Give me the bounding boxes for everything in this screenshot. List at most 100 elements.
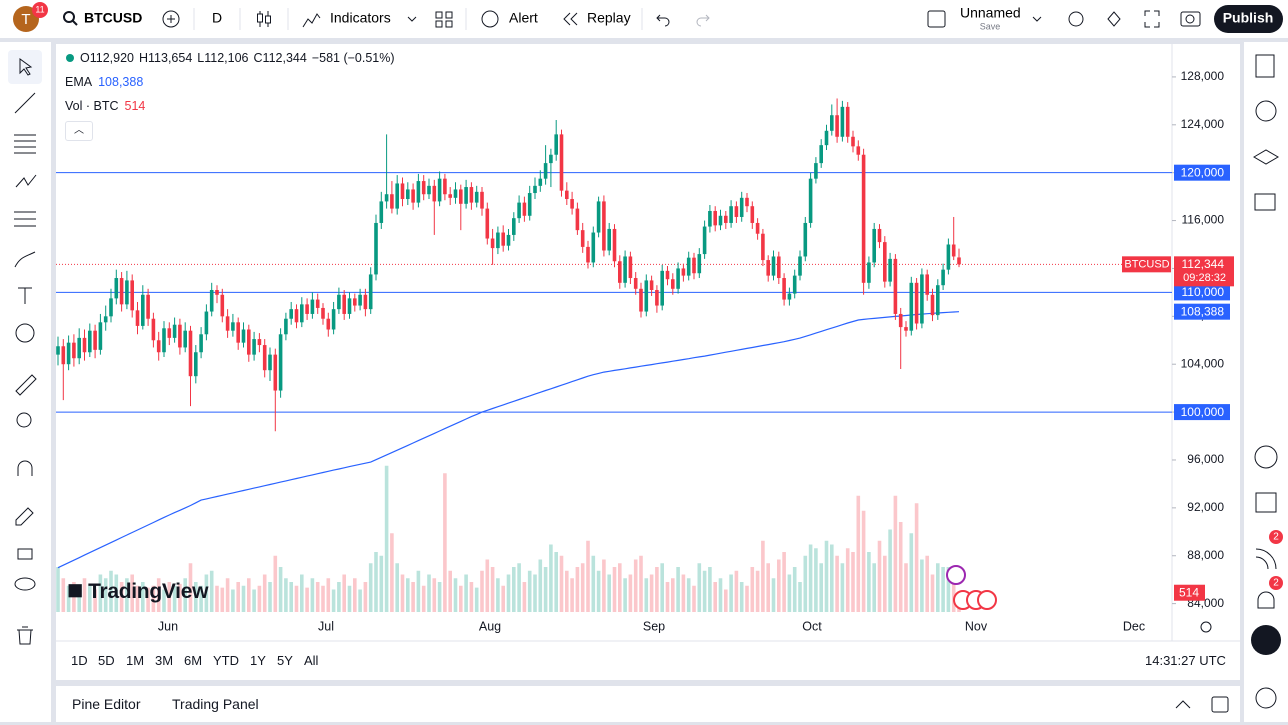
news[interactable] bbox=[1255, 548, 1277, 570]
magnet-tool[interactable] bbox=[17, 460, 33, 476]
visibility-tool[interactable] bbox=[14, 577, 36, 591]
range-button[interactable]: 1D bbox=[71, 653, 88, 668]
candle-body bbox=[803, 222, 808, 257]
range-button[interactable]: 1Y bbox=[250, 653, 266, 668]
chevron[interactable] bbox=[407, 16, 417, 22]
ohlc-legend: O112,920 H113,654 L112,106 C112,344 −581 (−0… bbox=[66, 51, 395, 65]
symbol[interactable]: BTCUSD bbox=[84, 10, 142, 26]
alerts[interactable] bbox=[1255, 100, 1277, 122]
indicators-icon[interactable] bbox=[302, 13, 321, 28]
volume-bar bbox=[745, 585, 749, 612]
pattern-tool[interactable] bbox=[15, 170, 37, 188]
indicators[interactable]: Indicators bbox=[330, 10, 391, 26]
snapshot[interactable] bbox=[1180, 11, 1201, 27]
layout-icon[interactable] bbox=[927, 10, 946, 28]
redo[interactable] bbox=[696, 14, 710, 27]
candle-body bbox=[151, 318, 156, 341]
range-button[interactable]: All bbox=[304, 653, 319, 668]
replay[interactable]: Replay bbox=[587, 10, 631, 26]
candle-body bbox=[676, 268, 680, 289]
undo[interactable] bbox=[656, 14, 670, 27]
candle-body bbox=[830, 115, 834, 131]
candle-body bbox=[946, 244, 951, 270]
candle-body bbox=[655, 289, 659, 306]
chats[interactable] bbox=[1254, 193, 1276, 211]
publish-button[interactable] bbox=[1214, 5, 1283, 33]
candle-body bbox=[268, 354, 272, 371]
quick-search[interactable] bbox=[1068, 11, 1084, 27]
text-tool[interactable] bbox=[18, 287, 32, 304]
candle-body bbox=[156, 340, 161, 353]
settings[interactable] bbox=[1107, 11, 1121, 27]
layouts-icon[interactable] bbox=[435, 11, 453, 28]
volume-bar bbox=[686, 578, 691, 612]
save[interactable]: Save bbox=[980, 21, 1001, 31]
candle-body bbox=[88, 330, 92, 353]
candle-body bbox=[538, 178, 543, 186]
candle-body bbox=[512, 218, 516, 235]
range-button[interactable]: 3M bbox=[155, 653, 174, 668]
panel-tab[interactable]: Trading Panel bbox=[172, 696, 259, 712]
candle-body bbox=[920, 274, 924, 324]
volume-bar bbox=[777, 559, 781, 612]
range-button[interactable]: 5D bbox=[98, 653, 115, 668]
search-icon[interactable] bbox=[63, 11, 75, 23]
range-button[interactable]: 1M bbox=[126, 653, 145, 668]
trend-line-tool[interactable] bbox=[14, 92, 36, 114]
fullscreen[interactable] bbox=[1144, 10, 1160, 28]
maximize-panel[interactable] bbox=[1211, 696, 1229, 713]
chevron[interactable] bbox=[1032, 16, 1042, 22]
help[interactable] bbox=[1255, 687, 1277, 709]
zoom-tool[interactable] bbox=[16, 412, 32, 428]
volume-bar bbox=[713, 582, 717, 612]
replay-icon[interactable] bbox=[563, 12, 578, 26]
badge-count: 11 bbox=[35, 4, 44, 14]
panel-tab[interactable]: Pine Editor bbox=[72, 696, 141, 712]
add-symbol[interactable] bbox=[162, 10, 180, 28]
volume-bar bbox=[209, 570, 214, 612]
lock-tool[interactable] bbox=[17, 548, 33, 560]
interval[interactable]: D bbox=[212, 10, 222, 26]
badge-count: 2 bbox=[1273, 532, 1279, 543]
alert[interactable]: Alert bbox=[509, 10, 538, 26]
apps[interactable] bbox=[1251, 625, 1281, 655]
logo: ⯀ TradingView bbox=[68, 580, 208, 604]
screener[interactable] bbox=[1254, 445, 1278, 469]
draw-mode-tool[interactable] bbox=[15, 507, 34, 526]
cursor-tool[interactable] bbox=[19, 58, 33, 76]
watchlist[interactable] bbox=[1255, 54, 1275, 78]
volume-bar bbox=[808, 544, 813, 612]
candle-body bbox=[310, 299, 315, 314]
volume-bar bbox=[575, 567, 580, 612]
range-button[interactable]: 6M bbox=[184, 653, 203, 668]
icon-tool[interactable] bbox=[15, 323, 35, 343]
volume-bar bbox=[300, 574, 304, 612]
collapse-legend[interactable]: ︿ bbox=[65, 121, 93, 141]
volume-bar bbox=[527, 570, 532, 612]
notifications[interactable] bbox=[1257, 591, 1275, 609]
data-window[interactable] bbox=[1253, 149, 1279, 165]
range-button[interactable]: YTD bbox=[213, 653, 239, 668]
x-tick-label: Jun bbox=[158, 619, 178, 633]
ruler-tool[interactable] bbox=[15, 374, 37, 396]
alert-icon[interactable] bbox=[481, 10, 499, 28]
ohlc-label: O bbox=[80, 51, 90, 65]
expand-panel[interactable] bbox=[1175, 700, 1191, 709]
delete-tool[interactable] bbox=[17, 626, 33, 645]
fib-tool[interactable] bbox=[14, 134, 36, 154]
last-price-bg bbox=[1174, 256, 1234, 287]
prediction-tool[interactable] bbox=[14, 211, 36, 227]
x-tick-label: Dec bbox=[1123, 619, 1145, 633]
calendar[interactable] bbox=[1255, 492, 1277, 513]
publish[interactable]: Publish bbox=[1223, 10, 1274, 26]
volume-bar bbox=[294, 585, 299, 612]
axis-settings[interactable] bbox=[1200, 621, 1212, 633]
range-button[interactable]: 5Y bbox=[277, 653, 293, 668]
volume-bar bbox=[845, 548, 850, 612]
brush-tool[interactable] bbox=[14, 251, 36, 268]
candle-body bbox=[496, 232, 500, 249]
candle-body bbox=[315, 299, 320, 308]
volume-bar bbox=[141, 582, 145, 612]
volume-bar bbox=[278, 567, 283, 612]
layout-name[interactable]: Unnamed bbox=[960, 5, 1021, 21]
